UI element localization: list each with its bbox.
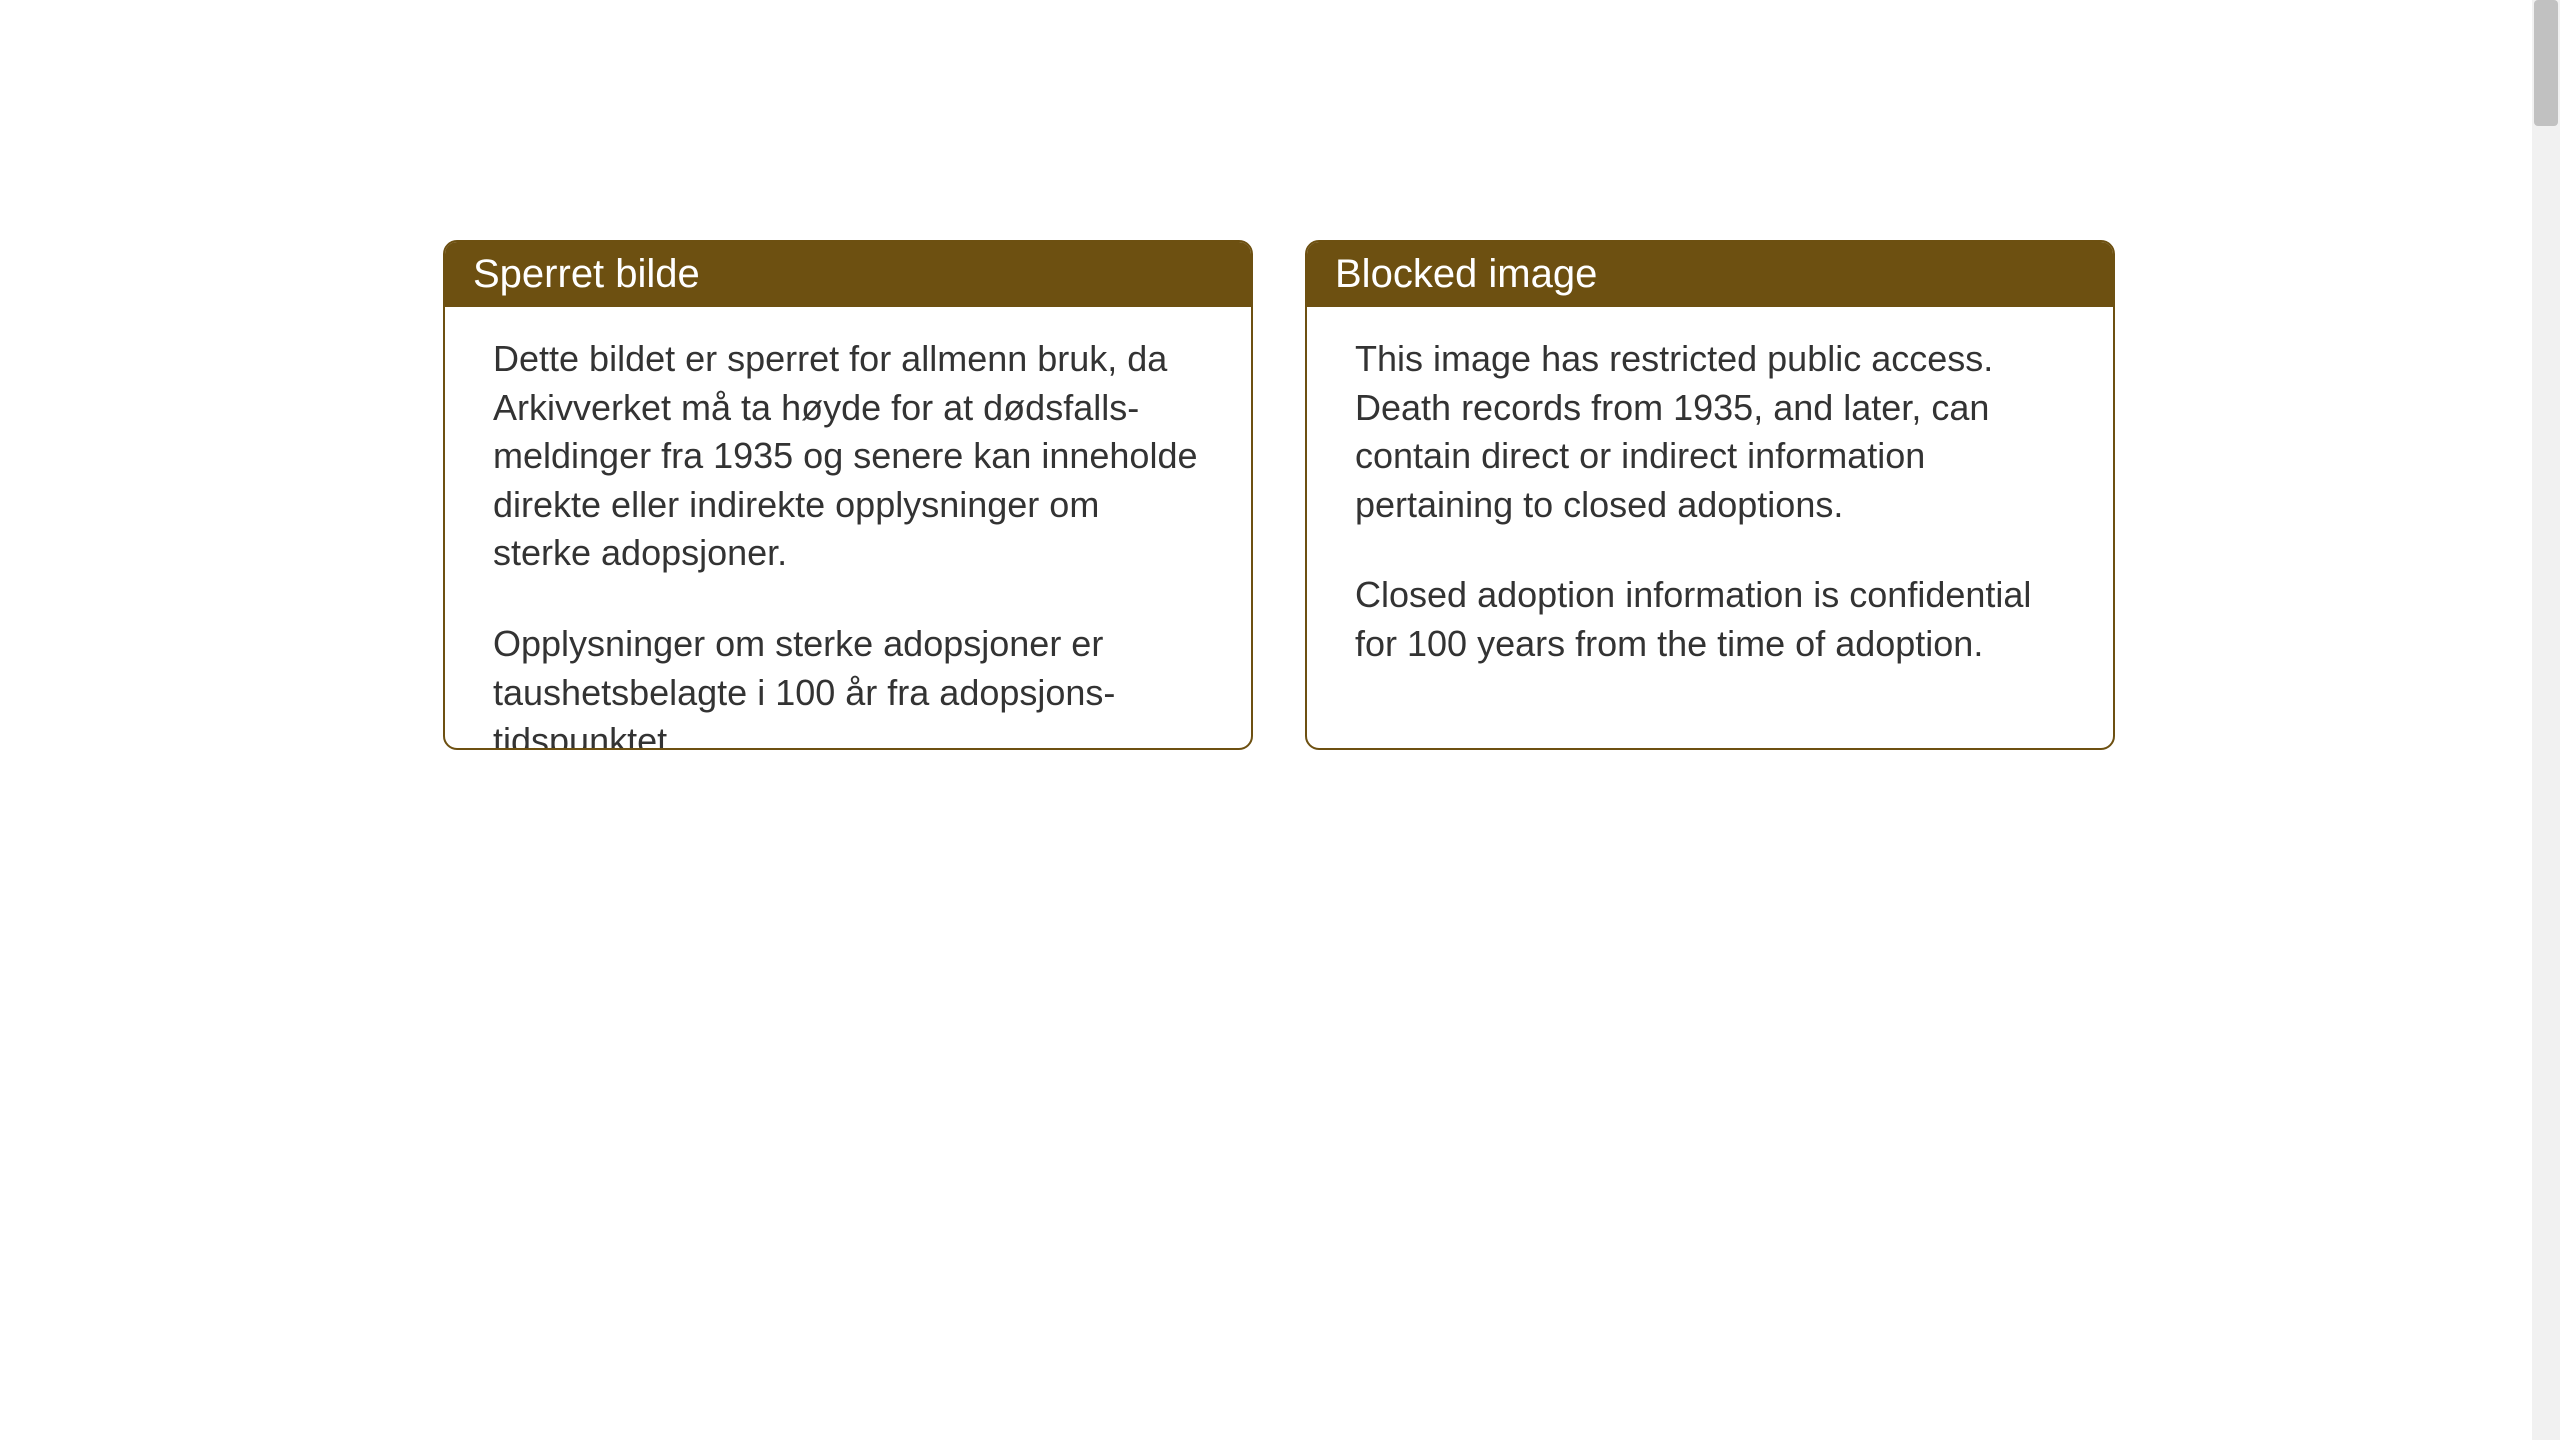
- notices-container: Sperret bilde Dette bildet er sperret fo…: [0, 0, 2560, 750]
- scrollbar-thumb[interactable]: [2534, 0, 2558, 126]
- notice-paragraph-1-english: This image has restricted public access.…: [1355, 335, 2065, 529]
- notice-title-norwegian: Sperret bilde: [473, 252, 700, 296]
- notice-header-english: Blocked image: [1307, 242, 2113, 307]
- scrollbar-track[interactable]: [2532, 0, 2560, 1440]
- notice-paragraph-1-norwegian: Dette bildet er sperret for allmenn bruk…: [493, 335, 1203, 578]
- notice-paragraph-2-norwegian: Opplysninger om sterke adopsjoner er tau…: [493, 620, 1203, 750]
- notice-body-english: This image has restricted public access.…: [1307, 307, 2113, 697]
- notice-box-english: Blocked image This image has restricted …: [1305, 240, 2115, 750]
- notice-header-norwegian: Sperret bilde: [445, 242, 1251, 307]
- notice-box-norwegian: Sperret bilde Dette bildet er sperret fo…: [443, 240, 1253, 750]
- notice-title-english: Blocked image: [1335, 252, 1597, 296]
- notice-paragraph-2-english: Closed adoption information is confident…: [1355, 571, 2065, 668]
- notice-body-norwegian: Dette bildet er sperret for allmenn bruk…: [445, 307, 1251, 750]
